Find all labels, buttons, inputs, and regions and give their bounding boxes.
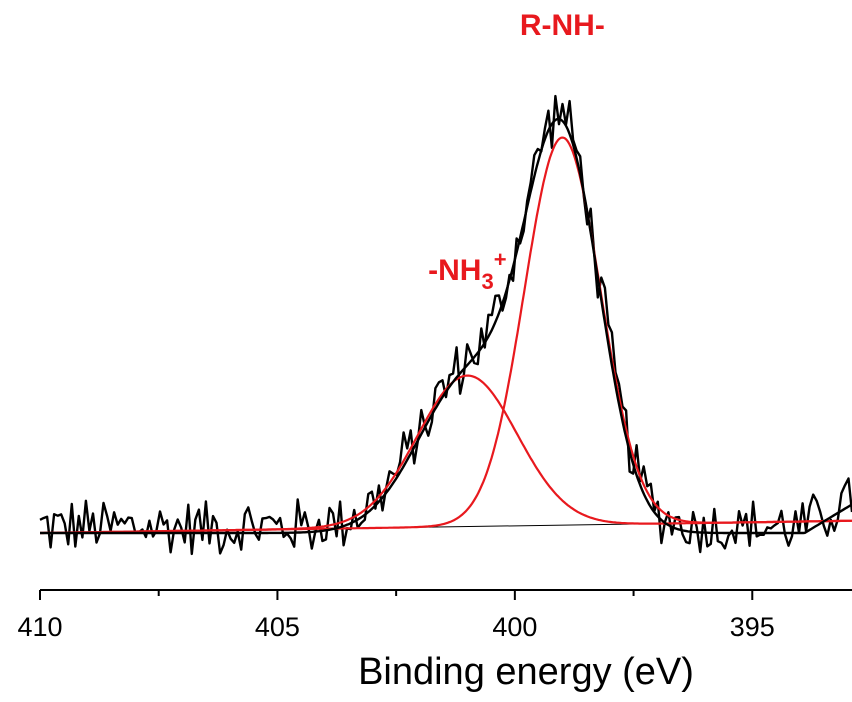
component-peak-rnh: [40, 136, 852, 535]
plot-area: [39, 94, 852, 556]
x-axis-title: Binding energy (eV): [358, 651, 694, 693]
annotation-nh3: -NH3+: [428, 247, 506, 294]
component-peak-nh3: [40, 374, 852, 535]
fit-envelope-line: [40, 117, 852, 535]
x-tick-label-400: 400: [492, 612, 537, 642]
x-tick-label-395: 395: [730, 612, 775, 642]
x-tick-label-405: 405: [255, 612, 300, 642]
raw-spectrum-line: [39, 94, 852, 556]
annotation-nh3-base: -NH: [428, 254, 481, 287]
annotation-rnh: R-NH-: [520, 9, 605, 42]
annotation-nh3-superscript: +: [494, 247, 507, 272]
x-tick-label-410: 410: [17, 612, 62, 642]
annotation-nh3-subscript: 3: [481, 269, 493, 294]
x-axis: 410 405 400 395: [17, 589, 852, 642]
